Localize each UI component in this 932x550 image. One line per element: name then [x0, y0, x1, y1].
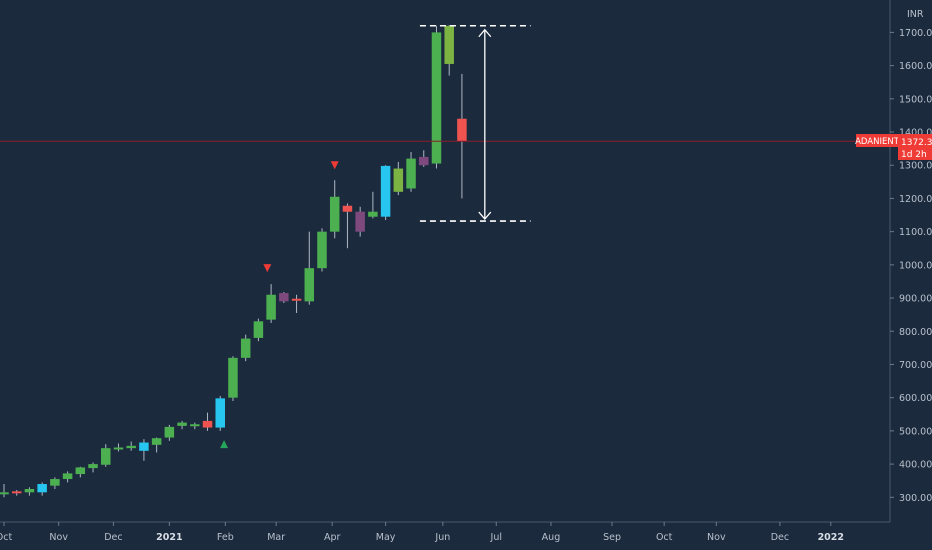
price-tick-label: 900.00 — [899, 294, 932, 305]
price-tick-label: 300.00 — [899, 493, 932, 504]
candle-body — [406, 158, 416, 189]
candle-body — [317, 231, 327, 269]
candle-body — [0, 492, 9, 495]
price-tick-label: 800.00 — [899, 327, 932, 338]
candle-body — [368, 211, 378, 217]
candle-body — [444, 25, 454, 64]
candle-body — [151, 438, 162, 445]
price-tick-label: 1700.00 — [899, 28, 932, 39]
candle-body — [279, 293, 289, 302]
symbol-label-bg — [856, 134, 898, 147]
candle-body — [139, 442, 149, 451]
sell-signal-marker — [263, 264, 272, 273]
time-tick-label: Dec — [104, 532, 122, 543]
price-tick-label: 1400.00 — [899, 128, 932, 139]
time-tick-label: Apr — [324, 532, 341, 543]
candle-body — [62, 473, 73, 480]
candle-body — [37, 484, 47, 493]
candle-body — [431, 32, 442, 164]
time-axis[interactable]: Oct Nov Dec 2021 Feb Mar Apr May Jun Jul Aug Sep Oct… — [0, 522, 844, 543]
price-tick-label: 400.00 — [899, 460, 932, 471]
time-tick-label: Aug — [542, 532, 561, 543]
candles-layer — [0, 25, 467, 498]
candle-body — [266, 294, 276, 320]
time-tick-label: Nov — [707, 532, 726, 543]
symbol-label: ADANIENT — [855, 137, 900, 147]
price-tick-label: 1100.00 — [899, 227, 932, 238]
candle-body — [419, 156, 429, 166]
time-tick-label: 2021 — [156, 532, 182, 543]
time-tick-label: Jun — [434, 532, 450, 543]
candle-body — [24, 488, 35, 493]
price-tick-label: 1300.00 — [899, 161, 932, 172]
time-tick-label: May — [376, 532, 396, 543]
buy-signal-marker — [220, 440, 229, 449]
candle-body — [240, 338, 251, 358]
candle-body — [228, 357, 238, 398]
time-tick-label: Dec — [771, 532, 789, 543]
candle-body — [164, 426, 175, 438]
annotations-layer — [0, 24, 890, 449]
candle-body — [393, 168, 404, 192]
time-tick-label: Jul — [490, 532, 502, 543]
candle-body — [126, 445, 136, 449]
candle-body — [355, 211, 365, 232]
price-tick-label: 500.00 — [899, 426, 932, 437]
candle-body — [113, 447, 124, 450]
price-tick-label: 700.00 — [899, 360, 932, 371]
candle-body — [253, 321, 264, 338]
candle-body — [202, 420, 213, 428]
candle-body — [88, 464, 98, 469]
candle-body — [75, 467, 86, 475]
last-price-badge: ADANIENT 1372.30 1d 2h — [855, 134, 932, 160]
candle-body — [11, 491, 22, 494]
candle-body — [380, 165, 391, 217]
candle-body — [101, 448, 111, 465]
time-tick-label: Nov — [49, 532, 68, 543]
currency-label: INR — [907, 9, 924, 20]
time-tick-label: Oct — [656, 532, 673, 543]
time-tick-label: Oct — [0, 532, 12, 543]
candle-body — [457, 118, 467, 142]
price-tick-label: 600.00 — [899, 393, 932, 404]
last-price-bg — [898, 134, 932, 160]
price-tick-label: 1000.00 — [899, 260, 932, 271]
candle-body — [177, 422, 187, 426]
sell-signal-marker — [330, 161, 339, 170]
countdown-label: 1d 2h — [901, 150, 927, 160]
candle-body — [190, 424, 200, 427]
time-tick-label: Feb — [217, 532, 234, 543]
candle-body — [215, 398, 225, 428]
candle-body — [329, 196, 340, 232]
time-tick-label: Sep — [603, 532, 621, 543]
last-price-label: 1372.30 — [901, 138, 932, 148]
time-tick-label: 2022 — [818, 532, 844, 543]
time-tick-label: Mar — [267, 532, 285, 543]
price-tick-label: 1200.00 — [899, 194, 932, 205]
candle-body — [291, 298, 302, 301]
candle-body — [304, 268, 315, 302]
price-range-arrow[interactable] — [478, 28, 492, 221]
price-tick-label: 1600.00 — [899, 61, 932, 72]
candle-body — [50, 479, 60, 486]
price-axis[interactable]: 300.00 400.00 500.00 600.00 700.00 800.00 900.… — [890, 28, 932, 504]
price-tick-label: 1500.00 — [899, 94, 932, 105]
candle-body — [342, 205, 353, 212]
